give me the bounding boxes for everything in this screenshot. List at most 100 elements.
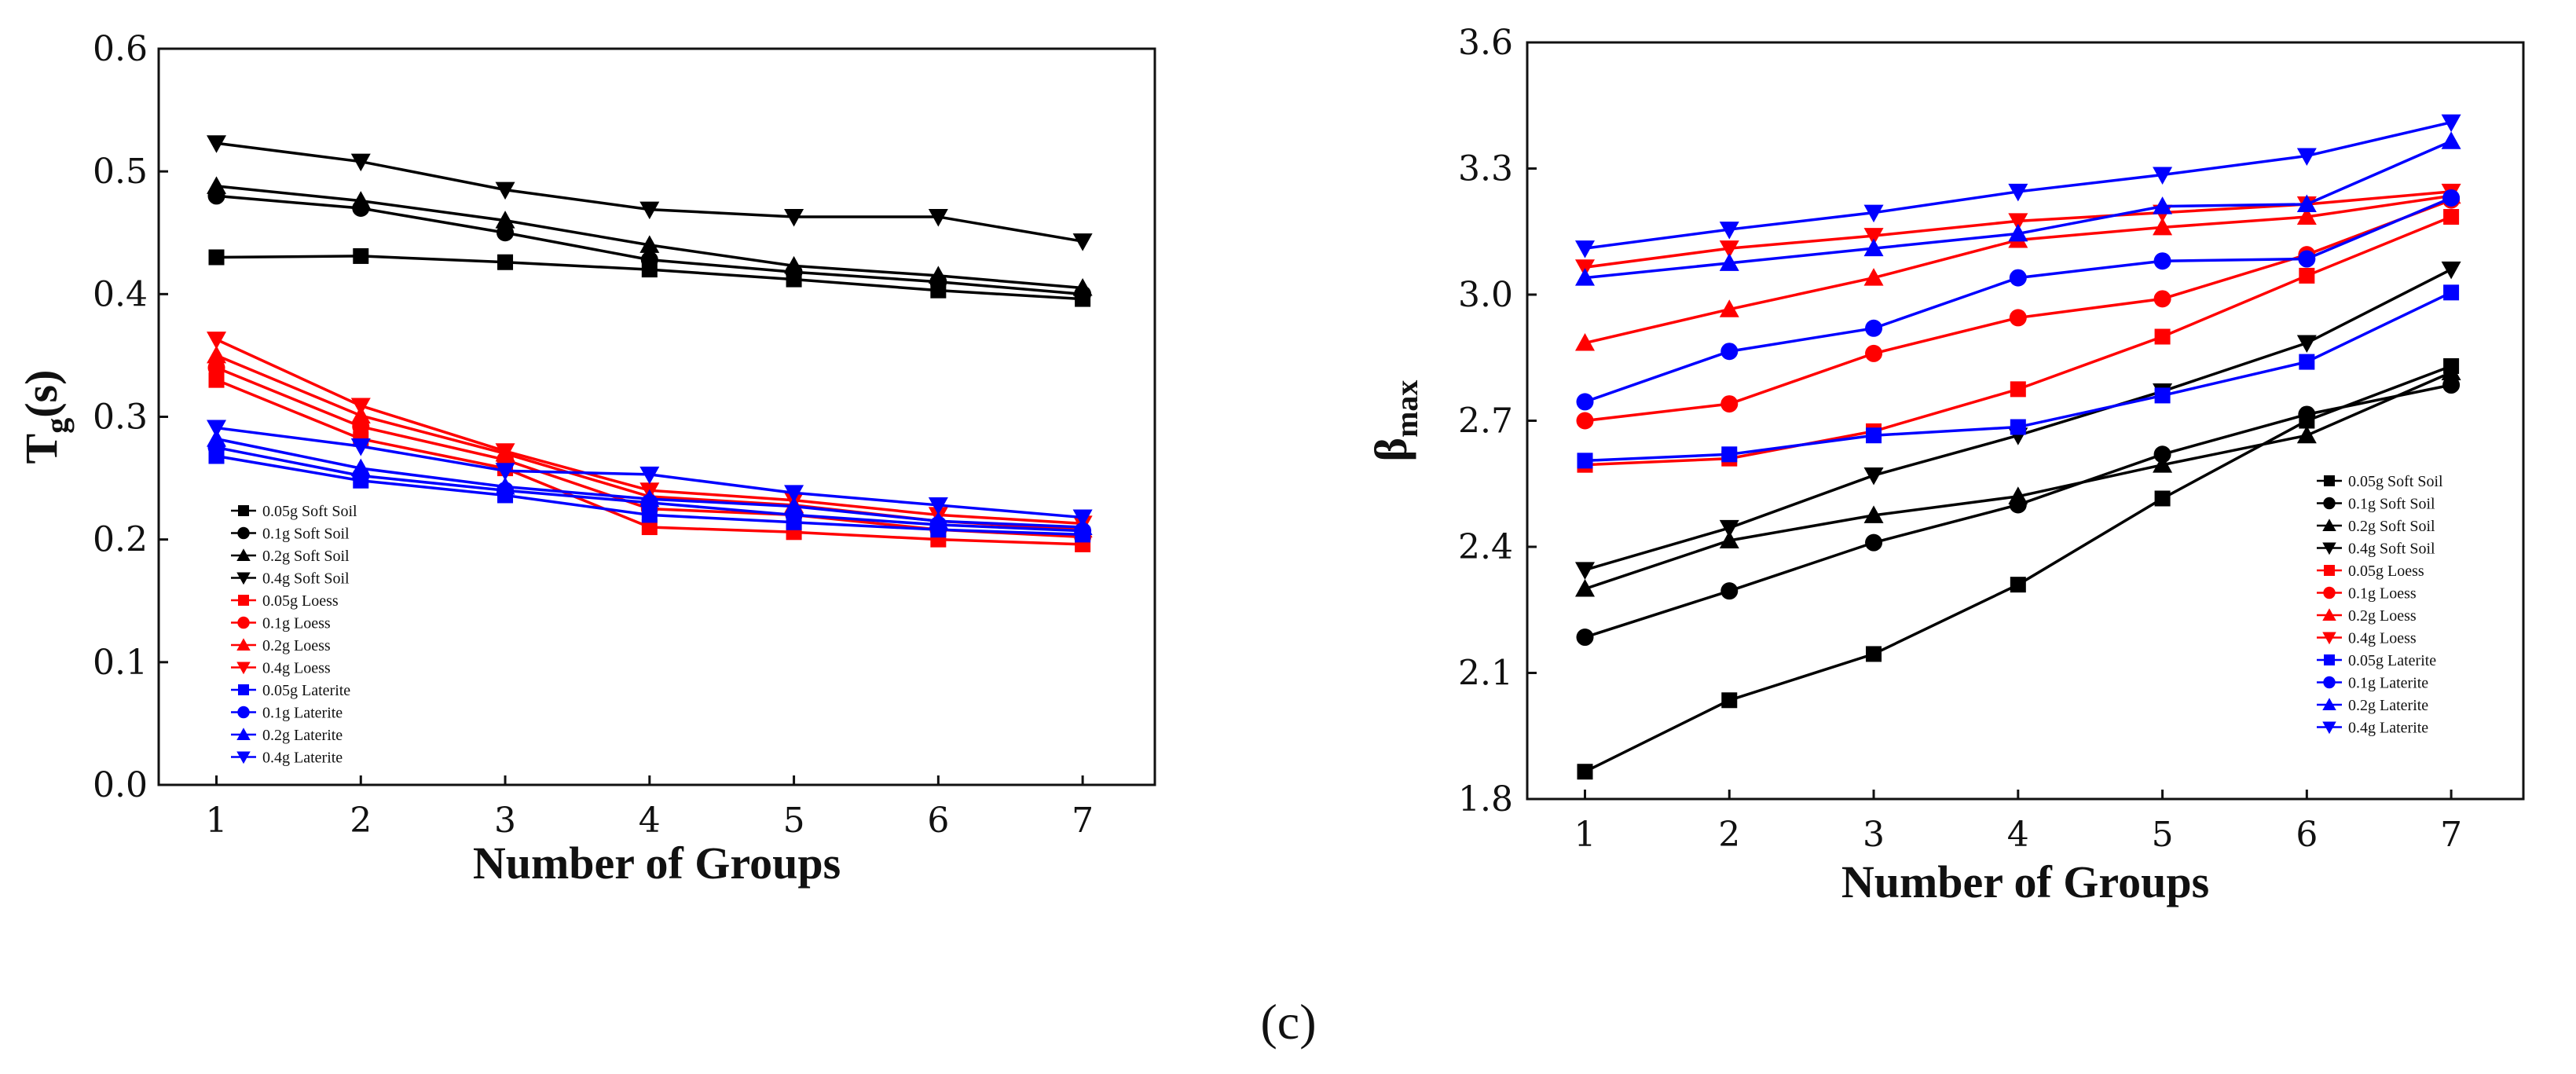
legend-marker <box>2324 565 2335 576</box>
data-point <box>1719 253 1739 271</box>
data-point <box>2296 425 2317 444</box>
y-axis-title: Tg(s) <box>16 370 75 464</box>
data-point <box>350 438 371 456</box>
data-point <box>2296 148 2317 166</box>
legend-item: 0.05g Laterite <box>2317 652 2436 669</box>
data-point <box>784 485 804 503</box>
data-point <box>495 443 515 461</box>
x-axis-title: Number of Groups <box>1841 856 2209 907</box>
series-line <box>216 141 1083 243</box>
data-point <box>928 266 948 284</box>
data-point <box>495 477 515 495</box>
legend-label: 0.05g Soft Soil <box>2348 473 2443 490</box>
data-point <box>495 211 515 229</box>
data-point <box>1866 427 1882 444</box>
data-point <box>2298 405 2316 423</box>
data-point <box>2441 114 2461 133</box>
data-point <box>2153 445 2171 464</box>
legend-item: 0.05g Soft Soil <box>2317 473 2443 490</box>
legend-marker <box>238 595 249 606</box>
y-tick-label: 0.2 <box>93 520 148 560</box>
data-point <box>2153 196 2173 214</box>
data-point <box>2153 217 2173 236</box>
data-point <box>495 181 515 200</box>
legend-marker <box>2322 608 2336 621</box>
data-point <box>2299 267 2315 284</box>
legend-item: 0.2g Laterite <box>2317 697 2428 714</box>
data-point <box>207 135 227 153</box>
figure-caption: (c) <box>1260 994 1316 1050</box>
data-point <box>2010 419 2026 435</box>
data-point <box>639 235 660 253</box>
data-point <box>2153 455 2173 473</box>
data-point <box>1863 228 1884 246</box>
data-point <box>207 332 227 350</box>
data-point <box>2441 362 2461 380</box>
data-point <box>1576 629 1594 647</box>
data-point <box>1863 467 1884 486</box>
legend-marker <box>236 572 251 585</box>
data-point <box>1865 319 1883 337</box>
data-point <box>1072 509 1093 528</box>
data-point <box>1721 446 1738 463</box>
legend-marker <box>236 662 251 675</box>
tg-chart: 0.0 0.1 0.2 0.3 0.4 0.5 0.6 1 2 3 4 5 6 7 Number of Gr… <box>16 29 1156 889</box>
series-0-1g-soft-soil <box>1576 376 2461 647</box>
legend-label: 0.1g Laterite <box>262 705 343 722</box>
data-point <box>1575 240 1596 258</box>
legend-marker <box>2322 519 2336 531</box>
data-point <box>208 372 225 388</box>
data-point <box>2010 381 2026 398</box>
legend-label: 0.4g Soft Soil <box>2348 541 2435 558</box>
legend-label: 0.05g Loess <box>262 592 339 610</box>
data-point <box>639 201 660 220</box>
data-point <box>928 511 948 530</box>
legend-label: 0.1g Soft Soil <box>262 526 350 543</box>
data-point <box>497 224 515 242</box>
data-point <box>1719 222 1739 240</box>
data-point <box>1863 204 1884 223</box>
data-point <box>2299 354 2315 370</box>
legend-item: 0.05g Loess <box>231 592 339 610</box>
data-point <box>2009 269 2027 287</box>
data-point <box>2443 284 2460 301</box>
data-point <box>784 208 804 227</box>
legend-marker <box>2322 698 2336 710</box>
legend-marker <box>2322 632 2336 645</box>
data-point <box>928 208 948 227</box>
legend-label: 0.2g Laterite <box>2348 697 2428 714</box>
data-point <box>208 249 225 266</box>
data-point <box>2009 309 2027 327</box>
y-tick-label: 0.0 <box>93 765 148 805</box>
data-point <box>2154 328 2171 345</box>
x-tick-label: 6 <box>2296 815 2318 855</box>
y-tick-label: 0.3 <box>93 398 148 438</box>
x-tick-label: 5 <box>783 801 805 841</box>
data-point <box>2154 490 2171 507</box>
series-0-2g-laterite <box>1575 131 2461 286</box>
series-0-4g-laterite <box>207 420 1093 528</box>
data-point <box>2442 189 2461 207</box>
series-0-05g-laterite <box>1577 284 2460 469</box>
legend-label: 0.05g Loess <box>2348 563 2424 580</box>
y-tick-label: 0.6 <box>93 29 148 69</box>
legend-marker <box>236 751 251 764</box>
y-tick-label: 2.1 <box>1458 654 1513 694</box>
data-point <box>1721 692 1738 709</box>
legend-label: 0.2g Soft Soil <box>262 548 350 565</box>
legend-marker <box>238 505 249 516</box>
x-tick-label: 4 <box>639 801 661 841</box>
data-point <box>1719 240 1739 258</box>
data-point <box>784 255 804 274</box>
x-axis-title: Number of Groups <box>473 838 841 889</box>
data-point <box>1719 530 1739 548</box>
data-point <box>1577 453 1593 469</box>
data-point <box>639 489 660 508</box>
series-0-2g-soft-soil <box>1575 362 2461 597</box>
data-point <box>2296 194 2317 212</box>
data-point <box>1719 299 1739 317</box>
legend-marker <box>237 706 250 719</box>
legend-label: 0.2g Soft Soil <box>2348 518 2435 535</box>
x-tick-label: 1 <box>1574 815 1596 855</box>
